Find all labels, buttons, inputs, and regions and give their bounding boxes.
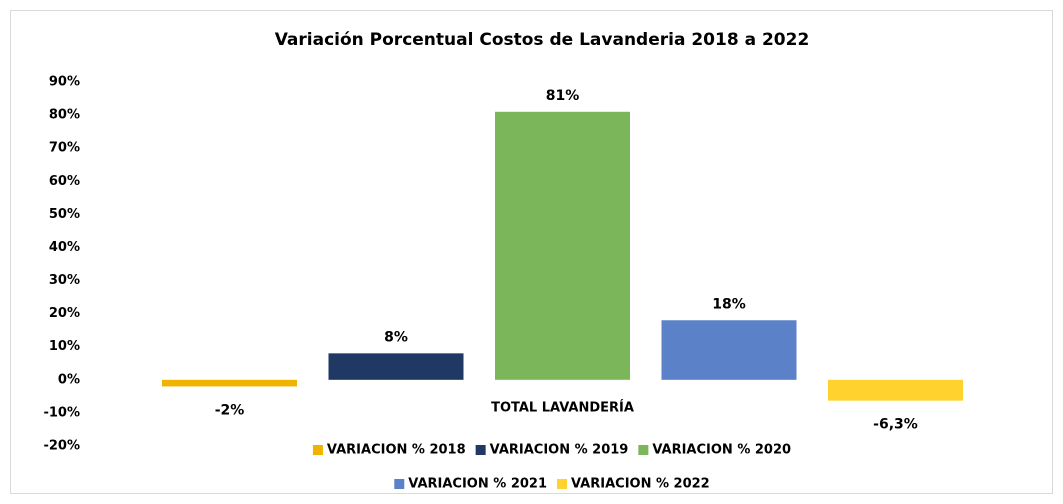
y-tick-label: 80% [49, 108, 80, 123]
legend-swatch [312, 445, 323, 455]
y-tick-label: 90% [49, 75, 80, 90]
data-label: 8% [384, 329, 408, 345]
y-tick-label: 0% [58, 372, 80, 387]
y-tick-label: 50% [49, 207, 80, 222]
data-label: 81% [546, 88, 580, 104]
bar [328, 353, 464, 380]
y-tick-label: 60% [49, 174, 80, 189]
y-tick-label: 20% [49, 306, 80, 321]
y-tick-label: 30% [49, 273, 80, 288]
legend-label: VARIACION % 2019 [490, 443, 629, 458]
data-label: 18% [712, 296, 746, 312]
legend-label: VARIACION % 2020 [652, 443, 791, 458]
data-label: -2% [215, 402, 245, 418]
legend-label: VARIACION % 2018 [327, 443, 466, 458]
y-tick-label: 40% [49, 240, 80, 255]
legend-swatch [475, 445, 486, 455]
y-tick-label: 70% [49, 141, 80, 156]
data-label: -6,3% [873, 417, 918, 433]
bar [661, 320, 797, 380]
y-tick-label: -10% [43, 405, 80, 420]
y-tick-label: 10% [49, 339, 80, 354]
legend-label: VARIACION % 2021 [408, 477, 547, 492]
legend-label: VARIACION % 2022 [571, 477, 710, 492]
bar [162, 379, 297, 387]
legend-swatch [394, 479, 405, 489]
bar [828, 379, 963, 401]
x-tick-label: TOTAL LAVANDERÍA [491, 400, 634, 416]
legend-swatch [557, 479, 567, 489]
chart-title: Variación Porcentual Costos de Lavanderi… [275, 30, 810, 50]
legend-swatch [638, 445, 649, 455]
y-tick-label: -20% [43, 439, 80, 454]
bar [495, 111, 630, 380]
